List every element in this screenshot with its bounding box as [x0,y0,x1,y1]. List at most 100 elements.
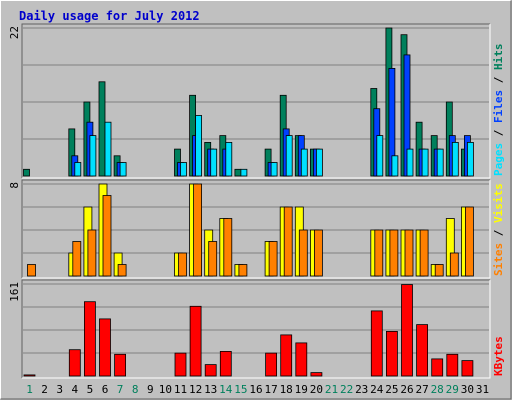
x-tick-label-day-19: 19 [295,383,308,396]
bar-pages-day-14 [225,141,233,177]
bar-pages-day-4 [74,162,82,177]
bar-kbytes-day-25 [385,330,398,377]
panel-bevel-light [22,280,491,379]
x-tick-label-day-28: 28 [431,383,444,396]
bar-pages-day-11 [180,162,187,177]
x-tick-label-day-12: 12 [189,383,202,396]
bar-kbytes-day-17 [265,352,278,377]
bar-sites-day-11 [178,252,187,277]
x-tick-label-day-8: 8 [132,383,139,396]
bar-sites-day-17 [268,241,278,277]
bar-pages-day-18 [285,135,293,177]
legend: Pages / Files / Hits [492,44,505,177]
bar-sites-day-29 [449,252,459,277]
bar-kbytes-day-13 [204,364,217,377]
bar-pages-day-30 [466,141,474,177]
legend-entry-sites: Sites [492,243,505,276]
bar-sites-day-28 [434,264,444,277]
bar-kbytes-day-19 [295,342,308,377]
x-tick-label-day-20: 20 [310,383,323,396]
bar-kbytes-day-27 [416,324,429,377]
bar-kbytes-day-4 [68,349,81,377]
x-tick-label-day-16: 16 [249,383,262,396]
bar-pages-day-26 [406,148,414,177]
bar-sites-day-30 [464,206,474,277]
bar-sites-day-19 [298,229,308,277]
bar-sites-day-25 [389,229,399,277]
panel-visits-sites: 8 Sites / Visits [8,179,505,279]
x-tick-label-day-7: 7 [117,383,124,396]
bar-pages-day-29 [451,141,459,177]
x-tick-label-day-11: 11 [174,383,187,396]
legend-entry-kbytes: KBytes [492,336,505,376]
bar-pages-day-27 [421,148,429,177]
legend-entry-hits: Hits [492,44,505,71]
bar-pages-day-7 [119,162,127,177]
bar-sites-day-13 [208,241,218,277]
x-tick-label-day-25: 25 [385,383,398,396]
bar-kbytes-day-7 [114,353,126,377]
bar-pages-day-13 [210,148,218,177]
panel-bevel-dark [21,23,490,178]
bar-kbytes-day-24 [370,310,383,377]
bar-sites-day-24 [374,229,384,277]
legend-entry-files: Files [492,90,505,123]
x-tick-label-day-4: 4 [71,383,78,396]
bar-pages-day-12 [195,115,203,177]
bar-kbytes-day-20 [310,372,323,377]
x-tick-label-day-2: 2 [41,383,48,396]
bar-sites-day-20 [313,229,323,277]
bar-kbytes-day-11 [174,352,187,377]
bar-sites-day-15 [238,264,248,277]
bar-pages-day-17 [270,162,278,177]
x-tick-label-day-1: 1 [26,383,33,396]
bar-pages-day-28 [436,148,444,177]
x-tick-label-day-31: 31 [476,383,489,396]
legend-separator: / [492,123,505,143]
x-tick-label-day-29: 29 [446,383,459,396]
bar-kbytes-day-6 [99,318,111,377]
bar-kbytes-day-12 [189,305,202,377]
x-tick-label-day-17: 17 [264,383,277,396]
x-tick-label-day-26: 26 [400,383,413,396]
bar-kbytes-day-1 [23,374,36,377]
x-tick-label-day-22: 22 [340,383,353,396]
y-max-label: 161 [8,282,21,302]
bar-sites-day-4 [72,241,82,277]
panel-bevel-dark [21,179,490,278]
x-tick-label-day-5: 5 [87,383,94,396]
bar-kbytes-day-28 [431,358,444,377]
x-tick-label-day-13: 13 [204,383,217,396]
x-tick-label-day-21: 21 [325,383,338,396]
bar-sites-day-1 [27,264,36,277]
x-tick-label-day-24: 24 [370,383,384,396]
x-axis-day-labels: 1 2 3 4 5 6 7 8 9 10 11 12 13 14 15 16 17 18 19 20 21 22 23 24 2… [26,383,489,396]
panel-bevel-light [22,24,491,179]
x-tick-label-day-27: 27 [415,383,428,396]
y-max-label: 22 [8,26,21,39]
bar-kbytes-day-18 [280,334,293,377]
bar-sites-day-12 [193,183,203,277]
bar-sites-day-18 [283,206,293,277]
bar-sites-day-27 [419,229,429,277]
bar-hits-day-6 [98,81,106,177]
panel-bevel-dark [21,279,490,378]
x-tick-label-day-10: 10 [159,383,172,396]
bar-sites-day-26 [404,229,414,277]
x-tick-label-day-6: 6 [102,383,109,396]
bar-hits-day-1 [23,168,30,177]
bar-pages-day-24 [376,135,384,177]
legend: KBytes [492,336,505,376]
legend-entry-visits: Visits [492,183,505,223]
chart-title: Daily usage for July 2012 [19,9,200,23]
bar-kbytes-day-29 [446,353,459,377]
bar-kbytes-day-14 [219,350,232,377]
bar-sites-day-6 [102,195,112,277]
panel-bevel-light [22,180,491,279]
x-tick-label-day-18: 18 [280,383,293,396]
x-tick-label-day-23: 23 [355,383,368,396]
x-tick-label-day-30: 30 [461,383,474,396]
